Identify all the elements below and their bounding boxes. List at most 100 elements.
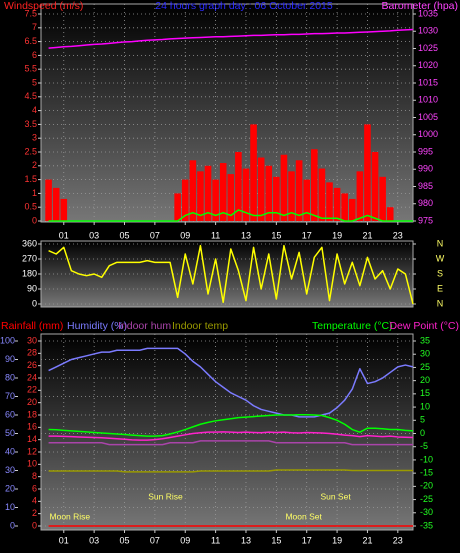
event-label: Sun Set xyxy=(320,491,351,501)
y-tick-label: 50 xyxy=(5,428,15,438)
y-tick-label: 90 xyxy=(27,283,37,293)
event-label: Sun Rise xyxy=(148,491,183,501)
y-tick-label: 360 xyxy=(22,238,37,248)
plot-area xyxy=(40,3,414,223)
y-tick-label: 0 xyxy=(32,298,37,308)
bar xyxy=(295,160,303,221)
x-tick-label: 11 xyxy=(211,230,220,240)
bar xyxy=(219,163,227,221)
bar xyxy=(280,154,288,221)
y-tick-label: 30 xyxy=(5,465,15,475)
bar xyxy=(257,157,265,221)
y-tick-label: 28 xyxy=(27,348,37,358)
y-tick-label: E xyxy=(437,283,443,293)
x-tick-label: 07 xyxy=(150,535,160,545)
y-tick-label: W xyxy=(436,253,445,263)
y-tick-label: 4 xyxy=(32,105,37,115)
y-tick-label: 12 xyxy=(27,446,37,456)
y-tick-label: 14 xyxy=(27,434,37,444)
line xyxy=(48,431,414,441)
bar xyxy=(341,193,348,221)
x-tick-label: 05 xyxy=(120,535,130,545)
line xyxy=(48,469,413,473)
bar xyxy=(379,176,386,221)
y-tick-label: 995 xyxy=(418,146,433,156)
line xyxy=(48,28,414,49)
x-tick-label: 23 xyxy=(393,535,403,545)
bar xyxy=(326,182,333,221)
bar xyxy=(235,152,242,221)
bar xyxy=(288,171,295,221)
y-tick-label: 24 xyxy=(27,372,37,382)
x-tick-label: 05 xyxy=(120,230,130,240)
y-tick-label: 18 xyxy=(27,409,37,419)
y-tick-label: 3.5 xyxy=(24,119,37,129)
x-tick-label: 13 xyxy=(241,230,251,240)
y-tick-label: -15 xyxy=(420,468,433,478)
y-tick-label: -35 xyxy=(420,520,433,530)
y-tick-label: 6 xyxy=(32,483,37,493)
y-tick-label: 2 xyxy=(32,508,37,518)
x-tick-label: 23 xyxy=(393,230,403,240)
y-tick-label: 1.5 xyxy=(24,174,37,184)
legend-entry: Indoor hum xyxy=(118,320,171,332)
bar xyxy=(273,176,280,221)
axis-title: Barometer (hpa) xyxy=(382,0,458,12)
line xyxy=(48,244,414,305)
bar xyxy=(227,174,235,221)
y-tick-label: 10 xyxy=(420,401,430,411)
x-tick-label: 03 xyxy=(89,535,99,545)
x-tick-label: 21 xyxy=(362,535,372,545)
bar xyxy=(364,124,371,221)
bar xyxy=(242,168,250,221)
x-tick-label: 19 xyxy=(332,230,342,240)
y-tick-label: 30 xyxy=(420,349,430,359)
bar xyxy=(45,179,52,221)
y-tick-label: -10 xyxy=(420,454,433,464)
y-tick-label: 1010 xyxy=(418,95,438,105)
y-tick-label: 35 xyxy=(420,335,430,345)
line xyxy=(48,440,413,446)
x-tick-label: 09 xyxy=(180,535,190,545)
y-tick-label: 0 xyxy=(32,520,37,530)
legend-entry: Indoor temp xyxy=(172,320,228,332)
y-tick-label: 5 xyxy=(32,77,37,87)
y-tick-label: 90 xyxy=(5,354,15,364)
y-tick-label: 40 xyxy=(5,446,15,456)
y-tick-label: 30 xyxy=(27,335,37,345)
y-tick-label: 20 xyxy=(420,375,430,385)
y-tick-label: 7.5 xyxy=(24,8,37,18)
line xyxy=(48,413,414,437)
y-tick-label: 10 xyxy=(27,459,37,469)
x-tick-label: 21 xyxy=(362,230,372,240)
line xyxy=(48,209,413,222)
y-tick-label: 975 xyxy=(418,215,433,225)
axis-title: Windspeed (m/s) xyxy=(4,0,83,12)
y-tick-label: 5 xyxy=(420,415,425,425)
line xyxy=(48,347,414,418)
event-label: Moon Rise xyxy=(50,511,91,521)
y-tick-label: 3 xyxy=(32,133,37,143)
y-tick-label: 1020 xyxy=(418,60,438,70)
y-tick-label: 6 xyxy=(32,50,37,60)
x-tick-label: 17 xyxy=(302,535,312,545)
bar xyxy=(386,207,394,221)
legend-entry: Humidity (%) xyxy=(67,320,127,332)
bar xyxy=(348,198,356,221)
y-tick-label: 180 xyxy=(22,268,37,278)
legend-entry: Temperature (°C) xyxy=(312,320,393,332)
y-tick-label: -25 xyxy=(420,494,433,504)
y-tick-label: 5.5 xyxy=(24,64,37,74)
bar xyxy=(181,179,189,221)
y-tick-label: 270 xyxy=(22,253,37,263)
x-tick-label: 15 xyxy=(271,230,281,240)
x-tick-label: 01 xyxy=(59,535,69,545)
bar xyxy=(174,193,181,221)
bar xyxy=(265,165,273,221)
y-tick-label: 1005 xyxy=(418,112,438,122)
y-tick-label: 1035 xyxy=(418,8,438,18)
y-tick-label: N xyxy=(437,298,444,308)
bar xyxy=(333,187,341,221)
y-tick-label: 8 xyxy=(32,471,37,481)
